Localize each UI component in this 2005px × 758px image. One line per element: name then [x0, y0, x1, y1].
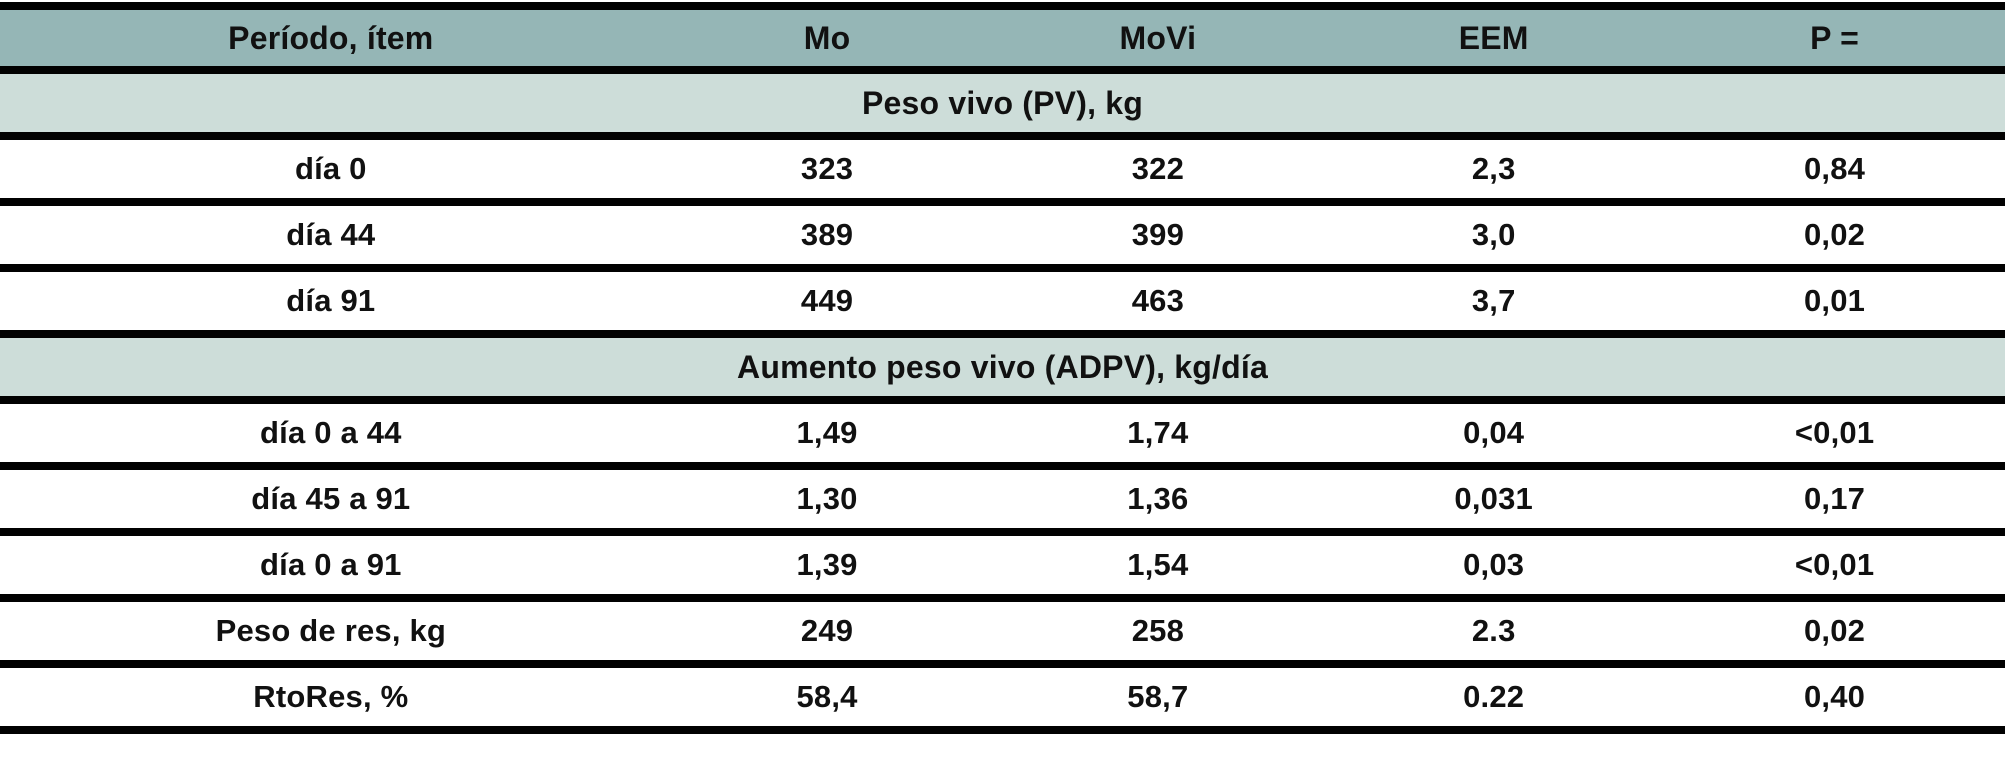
cell-p: 0,84 [1664, 136, 2005, 206]
cell-eem: 0,04 [1323, 400, 1665, 470]
section-header-row-adpv: Aumento peso vivo (ADPV), kg/día [0, 334, 2005, 404]
cell-p: 0,01 [1664, 268, 2005, 338]
cell-item: RtoRes, % [0, 664, 662, 734]
cell-p: <0,01 [1664, 532, 2005, 602]
cell-eem: 2,3 [1323, 136, 1665, 206]
cell-eem: 3,0 [1323, 202, 1665, 272]
cell-movi: 399 [992, 202, 1324, 272]
cell-item: día 91 [0, 268, 662, 338]
results-table: Período, ítem Mo MoVi EEM P = Peso vivo … [0, 2, 2005, 734]
cell-item: día 44 [0, 202, 662, 272]
section-header-row-peso-vivo: Peso vivo (PV), kg [0, 70, 2005, 140]
cell-mo: 449 [661, 268, 993, 338]
cell-item: día 0 [0, 136, 662, 206]
cell-p: 0,40 [1664, 664, 2005, 734]
table-row-dia-0-a-91: día 0 a 91 1,39 1,54 0,03 <0,01 [0, 532, 2005, 602]
table-row-dia-45-a-91: día 45 a 91 1,30 1,36 0,031 0,17 [0, 466, 2005, 536]
cell-item: Peso de res, kg [0, 598, 662, 668]
cell-eem: 0,03 [1323, 532, 1665, 602]
cell-movi: 322 [992, 136, 1324, 206]
cell-eem: 2.3 [1323, 598, 1665, 668]
cell-movi: 258 [992, 598, 1324, 668]
table-header-row: Período, ítem Mo MoVi EEM P = [0, 6, 2005, 74]
table-row-dia-44: día 44 389 399 3,0 0,02 [0, 202, 2005, 272]
cell-p: <0,01 [1664, 400, 2005, 470]
cell-eem: 0,031 [1323, 466, 1665, 536]
column-header-mo: Mo [661, 6, 993, 74]
table-row-dia-91: día 91 449 463 3,7 0,01 [0, 268, 2005, 338]
cell-p: 0,17 [1664, 466, 2005, 536]
cell-eem: 0.22 [1323, 664, 1665, 734]
cell-movi: 1,54 [992, 532, 1324, 602]
cell-movi: 1,74 [992, 400, 1324, 470]
cell-p: 0,02 [1664, 202, 2005, 272]
column-header-eem: EEM [1323, 6, 1665, 74]
cell-movi: 58,7 [992, 664, 1324, 734]
section-title: Aumento peso vivo (ADPV), kg/día [0, 334, 2005, 404]
cell-mo: 1,39 [661, 532, 993, 602]
column-header-p: P = [1664, 6, 2005, 74]
column-header-periodo-item: Período, ítem [0, 6, 662, 74]
cell-eem: 3,7 [1323, 268, 1665, 338]
cell-item: día 0 a 91 [0, 532, 662, 602]
cell-movi: 463 [992, 268, 1324, 338]
table-row-dia-0-a-44: día 0 a 44 1,49 1,74 0,04 <0,01 [0, 400, 2005, 470]
cell-mo: 389 [661, 202, 993, 272]
table-row-rtores: RtoRes, % 58,4 58,7 0.22 0,40 [0, 664, 2005, 734]
cell-mo: 323 [661, 136, 993, 206]
table-row-peso-de-res: Peso de res, kg 249 258 2.3 0,02 [0, 598, 2005, 668]
table-row-dia-0: día 0 323 322 2,3 0,84 [0, 136, 2005, 206]
cell-movi: 1,36 [992, 466, 1324, 536]
cell-mo: 249 [661, 598, 993, 668]
cell-mo: 58,4 [661, 664, 993, 734]
column-header-movi: MoVi [992, 6, 1324, 74]
cell-p: 0,02 [1664, 598, 2005, 668]
section-title: Peso vivo (PV), kg [0, 70, 2005, 140]
cell-mo: 1,30 [661, 466, 993, 536]
cell-item: día 45 a 91 [0, 466, 662, 536]
cell-mo: 1,49 [661, 400, 993, 470]
cell-item: día 0 a 44 [0, 400, 662, 470]
